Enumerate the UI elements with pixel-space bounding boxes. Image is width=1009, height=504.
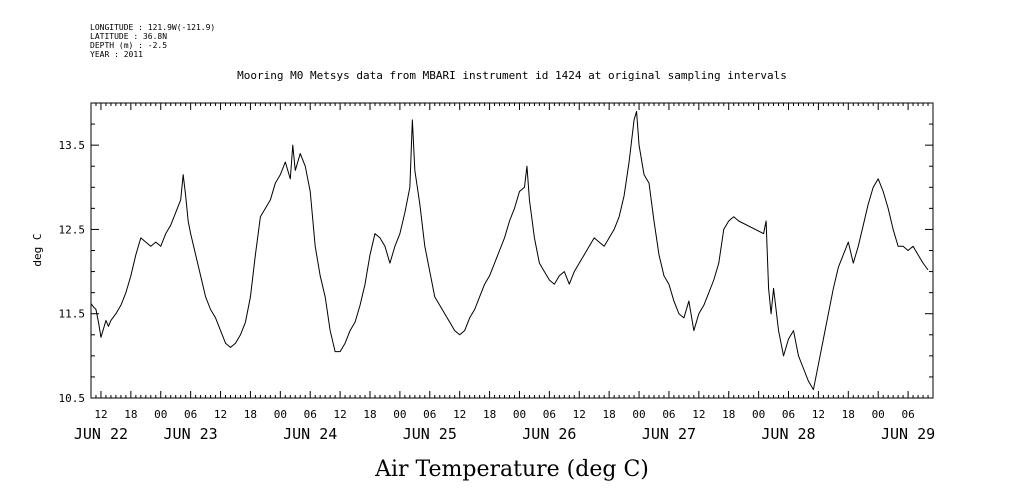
x-axis-label: Air Temperature (deg C) xyxy=(374,457,649,482)
x-day-labels: JUN 22 JUN 23 JUN 24 JUN 25 JUN 26 JUN 27 JUN … xyxy=(74,425,935,443)
y-tick-label: 12.5 xyxy=(59,223,86,236)
y-tick-label: 10.5 xyxy=(59,392,86,405)
x-tick-label: 18 xyxy=(722,408,735,421)
header-latitude: LATITUDE : 36.8N xyxy=(90,32,167,41)
x-day-label: JUN 22 xyxy=(74,425,128,443)
header-year: YEAR : 2011 xyxy=(90,50,143,59)
chart-title: Mooring M0 Metsys data from MBARI instru… xyxy=(237,69,787,82)
x-tick-label: 06 xyxy=(901,408,914,421)
y-tick-label: 13.5 xyxy=(59,139,86,152)
x-tick-label: 06 xyxy=(782,408,795,421)
x-tick-label: 18 xyxy=(363,408,376,421)
x-tick-labels: 12 18 00 06 12 18 00 06 12 18 00 06 12 18 00 06 12 18 00 06… xyxy=(94,408,914,421)
x-tick-label: 12 xyxy=(453,408,466,421)
header-depth: DEPTH (m) : -2.5 xyxy=(90,41,167,50)
x-tick-label: 06 xyxy=(423,408,436,421)
x-tick-label: 18 xyxy=(483,408,496,421)
x-tick-label: 06 xyxy=(304,408,317,421)
x-tick-label: 12 xyxy=(573,408,586,421)
header-longitude: LONGITUDE : 121.9W(-121.9) xyxy=(90,23,215,32)
x-tick-label: 00 xyxy=(154,408,167,421)
x-tick-label: 12 xyxy=(333,408,346,421)
x-tick-label: 00 xyxy=(752,408,765,421)
x-tick-label: 12 xyxy=(214,408,227,421)
x-tick-label: 18 xyxy=(842,408,855,421)
series-line xyxy=(90,110,929,391)
axis-ticks xyxy=(90,102,934,399)
x-tick-label: 18 xyxy=(124,408,137,421)
x-tick-label: 06 xyxy=(543,408,556,421)
x-day-label: JUN 27 xyxy=(642,425,696,443)
x-tick-label: 00 xyxy=(872,408,885,421)
x-tick-label: 00 xyxy=(274,408,287,421)
x-tick-label: 12 xyxy=(692,408,705,421)
x-tick-label: 00 xyxy=(393,408,406,421)
x-day-label: JUN 24 xyxy=(283,425,337,443)
x-tick-label: 18 xyxy=(244,408,257,421)
x-tick-label: 18 xyxy=(603,408,616,421)
x-tick-label: 12 xyxy=(812,408,825,421)
x-day-label: JUN 25 xyxy=(403,425,457,443)
x-tick-label: 12 xyxy=(94,408,107,421)
x-day-label: JUN 28 xyxy=(761,425,815,443)
x-tick-label: 00 xyxy=(513,408,526,421)
y-axis-label: deg C xyxy=(31,233,44,266)
plot-frame xyxy=(90,102,934,399)
x-day-label: JUN 23 xyxy=(164,425,218,443)
y-tick-labels: 10.5 11.5 12.5 13.5 xyxy=(59,139,86,405)
metadata-header: LONGITUDE : 121.9W(-121.9) LATITUDE : 36… xyxy=(90,23,215,59)
x-day-label: JUN 26 xyxy=(522,425,576,443)
x-tick-label: 06 xyxy=(662,408,675,421)
data-series xyxy=(90,110,929,391)
x-tick-label: 06 xyxy=(184,408,197,421)
y-tick-label: 11.5 xyxy=(59,308,86,321)
x-tick-label: 00 xyxy=(632,408,645,421)
x-day-label: JUN 29 xyxy=(881,425,935,443)
